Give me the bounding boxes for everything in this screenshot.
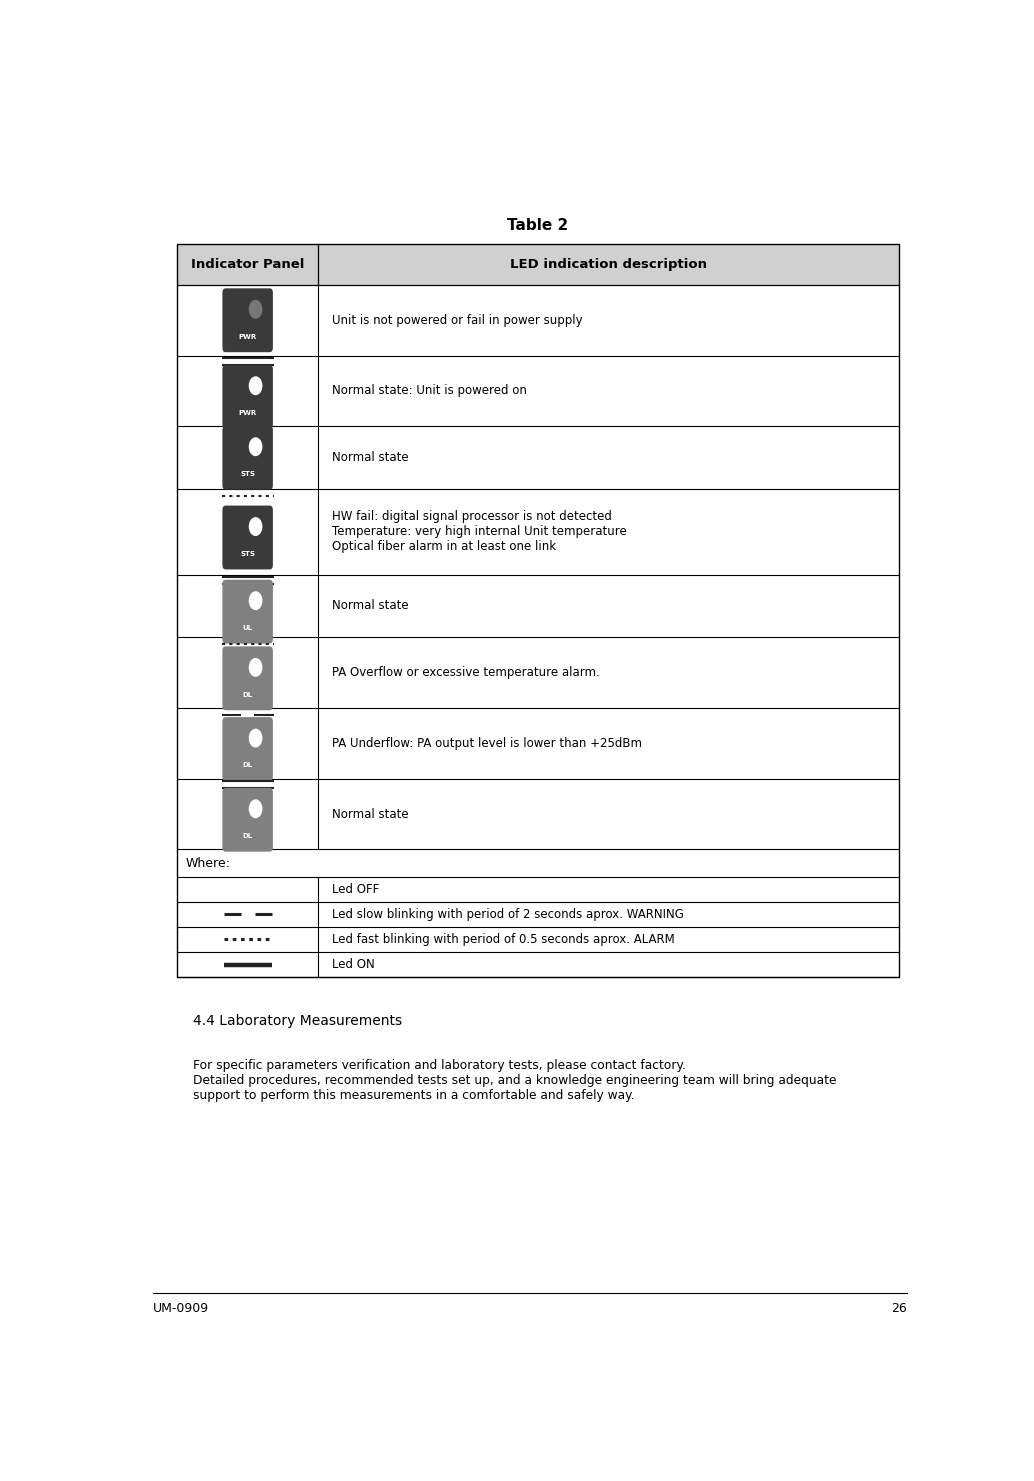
Circle shape: [249, 518, 262, 535]
Text: Indicator Panel: Indicator Panel: [191, 258, 304, 271]
Text: UM-0909: UM-0909: [153, 1302, 210, 1315]
Text: DL: DL: [243, 692, 252, 698]
Circle shape: [249, 378, 262, 394]
FancyBboxPatch shape: [222, 646, 273, 711]
FancyBboxPatch shape: [222, 717, 273, 780]
Text: Normal state: Normal state: [332, 452, 409, 464]
Text: For specific parameters verification and laboratory tests, please contact factor: For specific parameters verification and…: [193, 1059, 837, 1102]
FancyBboxPatch shape: [222, 505, 273, 569]
Text: Where:: Where:: [185, 856, 231, 869]
Text: Normal state: Unit is powered on: Normal state: Unit is powered on: [332, 385, 527, 397]
Text: STS: STS: [240, 551, 255, 557]
Circle shape: [249, 301, 262, 318]
Text: Normal state: Normal state: [332, 600, 409, 613]
Text: Normal state: Normal state: [332, 807, 409, 820]
Text: UL: UL: [243, 625, 252, 631]
FancyBboxPatch shape: [222, 788, 273, 852]
Text: PA Overflow or excessive temperature alarm.: PA Overflow or excessive temperature ala…: [332, 666, 600, 680]
Text: Table 2: Table 2: [508, 218, 569, 233]
Circle shape: [249, 800, 262, 818]
Text: Unit is not powered or fail in power supply: Unit is not powered or fail in power sup…: [332, 314, 583, 327]
Text: STS: STS: [240, 471, 255, 477]
Text: Led fast blinking with period of 0.5 seconds aprox. ALARM: Led fast blinking with period of 0.5 sec…: [332, 933, 675, 946]
Text: Led slow blinking with period of 2 seconds aprox. WARNING: Led slow blinking with period of 2 secon…: [332, 908, 685, 921]
Text: Led OFF: Led OFF: [332, 883, 379, 896]
Text: 4.4 Laboratory Measurements: 4.4 Laboratory Measurements: [193, 1013, 402, 1028]
Circle shape: [249, 592, 262, 610]
FancyBboxPatch shape: [222, 289, 273, 352]
Text: LED indication description: LED indication description: [510, 258, 707, 271]
Circle shape: [249, 729, 262, 746]
Text: PWR: PWR: [239, 410, 256, 416]
Bar: [178, 244, 899, 284]
FancyBboxPatch shape: [222, 425, 273, 490]
Bar: [178, 244, 899, 977]
FancyBboxPatch shape: [222, 579, 273, 644]
Text: 26: 26: [891, 1302, 907, 1315]
FancyBboxPatch shape: [222, 364, 273, 428]
Text: DL: DL: [243, 763, 252, 769]
Text: HW fail: digital signal processor is not detected
Temperature: very high interna: HW fail: digital signal processor is not…: [332, 511, 628, 554]
Text: DL: DL: [243, 834, 252, 840]
Text: Led ON: Led ON: [332, 958, 375, 972]
Text: PWR: PWR: [239, 333, 256, 339]
Circle shape: [249, 659, 262, 677]
Text: PA Underflow: PA output level is lower than +25dBm: PA Underflow: PA output level is lower t…: [332, 738, 642, 749]
Circle shape: [249, 438, 262, 456]
